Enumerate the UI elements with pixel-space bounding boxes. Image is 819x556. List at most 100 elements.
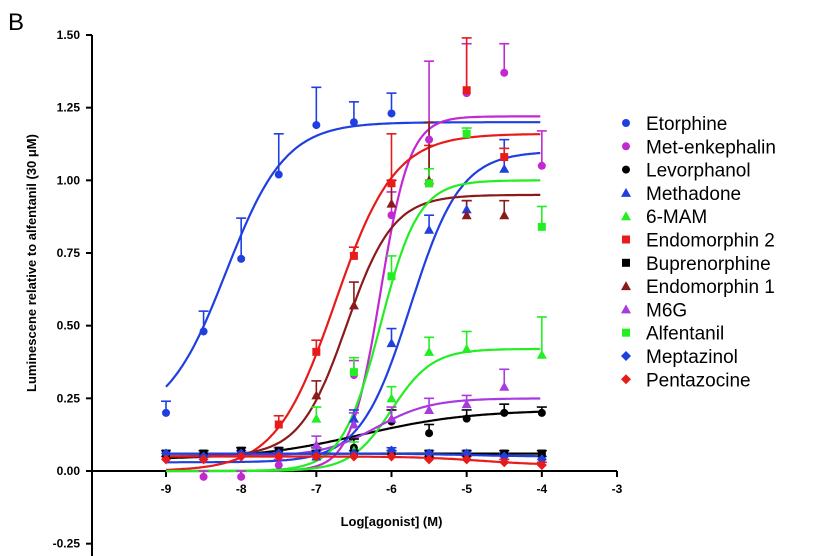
legend-label-pentazocine: Pentazocine [646, 370, 751, 391]
y-tick-label: 0.75 [57, 246, 81, 260]
point-6-mam [311, 413, 322, 423]
point-meptazinol [386, 445, 397, 456]
point-pentazocine [236, 451, 247, 462]
y-tick-label: 1.50 [57, 28, 81, 42]
legend-marker-levorphanol [622, 165, 630, 174]
legend-marker-alfentanil [622, 328, 630, 337]
point-6-mam [536, 349, 547, 359]
point-etorphine [312, 121, 321, 130]
point-met-enkephalin [199, 472, 208, 481]
point-6-mam [424, 346, 435, 356]
legend-marker-buprenorphine [622, 258, 630, 267]
point-met-enkephalin [537, 161, 546, 170]
point-etorphine [237, 254, 246, 263]
data-points [161, 68, 547, 481]
y-tick-label: 0.25 [57, 391, 81, 405]
point-etorphine [349, 118, 358, 127]
point-methadone [386, 338, 397, 348]
y-tick-label: 1.00 [57, 173, 81, 187]
fit-curve-etorphine [165, 121, 541, 388]
legend-marker-endomorphin-1 [621, 281, 631, 291]
point-endomorphin-1 [461, 210, 472, 220]
y-tick-label: 1.25 [57, 101, 81, 115]
point-methadone [424, 224, 435, 234]
point-endomorphin-2 [387, 179, 396, 188]
legend-label-levorphanol: Levorphanol [646, 161, 751, 182]
point-endomorphin-1 [311, 390, 322, 400]
legend-label-buprenorphine: Buprenorphine [646, 254, 771, 275]
point-met-enkephalin [237, 472, 246, 481]
point-methadone [461, 204, 472, 214]
panel-label: B [8, 9, 24, 36]
point-meptazinol [161, 448, 171, 459]
point-alfentanil [349, 368, 358, 377]
point-endomorphin-2 [312, 347, 321, 356]
x-tick-label: -8 [236, 482, 247, 496]
point-met-enkephalin [274, 461, 283, 470]
legend-marker-endomorphin-2 [622, 235, 630, 244]
point-levorphanol [500, 408, 509, 417]
legend-marker-6-mam [621, 211, 631, 221]
legend-marker-meptazinol [621, 351, 631, 361]
point-endomorphin-2 [462, 86, 471, 95]
point-pentazocine [536, 460, 547, 471]
point-pentazocine [348, 451, 359, 462]
point-endomorphin-2 [349, 251, 358, 260]
point-alfentanil [537, 222, 546, 231]
point-pentazocine [461, 454, 472, 465]
point-pentazocine [499, 457, 510, 468]
legend-marker-etorphine [622, 119, 630, 127]
legend-marker-met-enkephalin [622, 142, 630, 151]
point-endomorphin-1 [386, 198, 397, 208]
point-methadone [499, 163, 510, 173]
x-tick-label: -6 [386, 482, 397, 496]
legend-label-methadone: Methadone [646, 184, 741, 205]
legend-marker-m6g [621, 304, 631, 314]
point-pentazocine [386, 451, 397, 462]
point-methadone [348, 413, 359, 423]
x-tick-label: -4 [536, 482, 547, 496]
x-tick-label: -9 [161, 482, 172, 496]
point-endomorphin-1 [499, 210, 510, 220]
x-tick-label: -3 [612, 482, 623, 496]
point-meptazinol [461, 448, 472, 459]
point-pentazocine [311, 451, 322, 462]
point-m6g [424, 404, 435, 414]
point-6-mam [386, 393, 397, 403]
y-axis-label: Luminescene relative to alfentanil (30 μ… [24, 134, 39, 392]
point-met-enkephalin [425, 135, 434, 144]
point-m6g [311, 439, 322, 449]
legend-label-meptazinol: Meptazinol [646, 347, 738, 368]
axes: -0.25 0.00 0.25 0.50 0.75 1.00 1.25 1.50 -9 -8 -7 -… [53, 28, 623, 556]
point-etorphine [162, 408, 170, 417]
x-tick-label: -7 [311, 482, 322, 496]
point-m6g [499, 381, 510, 391]
point-levorphanol [537, 408, 546, 417]
point-pentazocine [273, 451, 284, 462]
point-endomorphin-1 [348, 300, 359, 310]
point-buprenorphine [537, 449, 546, 458]
point-endomorphin-2 [274, 420, 283, 429]
point-levorphanol [462, 414, 471, 423]
point-m6g [461, 399, 472, 409]
point-m6g [386, 413, 397, 423]
point-met-enkephalin [387, 211, 396, 220]
point-etorphine [274, 170, 283, 179]
point-6-mam [461, 343, 472, 353]
y-tick-label: -0.25 [53, 537, 81, 551]
legend-label-endomorphin-1: Endomorphin 1 [646, 277, 775, 298]
point-etorphine [199, 327, 208, 336]
legend-marker-pentazocine [621, 374, 631, 385]
point-meptazinol [499, 451, 510, 462]
point-levorphanol [425, 429, 434, 438]
y-tick-label: 0.00 [57, 464, 81, 478]
legend-label-endomorphin-2: Endomorphin 2 [646, 231, 775, 252]
point-m6g [348, 419, 359, 429]
point-alfentanil [425, 179, 434, 188]
point-pentazocine [198, 454, 209, 465]
point-meptazinol [536, 454, 547, 465]
point-meptazinol [424, 448, 435, 459]
legend-label-m6g: M6G [646, 300, 687, 321]
